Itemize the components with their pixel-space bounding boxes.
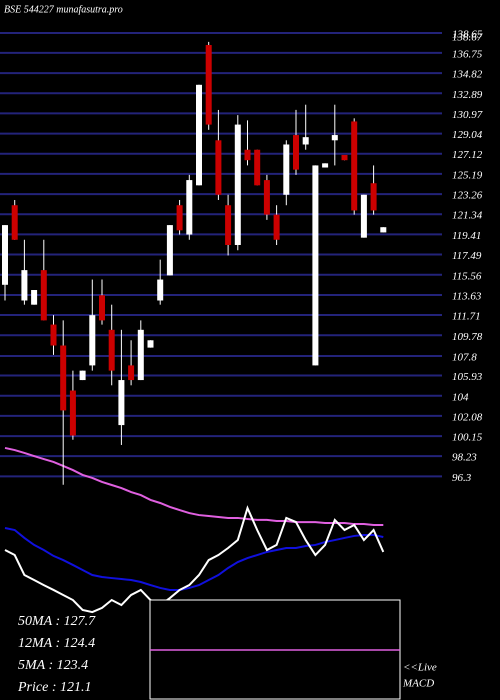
y-tick-label: 134.82 [452,69,483,81]
candle-body [263,180,270,215]
indicator-line [4,527,384,591]
candle-body [293,135,299,170]
candle-body [360,194,367,238]
candle-body [40,270,47,321]
info-label: 5MA : 123.4 [18,658,88,673]
candle-body [21,270,28,301]
y-tick-label: 107.8 [452,352,477,364]
candle-body [2,225,8,285]
y-tick-label: 123.26 [452,190,483,202]
candle-body [196,84,202,186]
candle-body [79,370,86,381]
y-tick-label: 119.41 [452,230,481,242]
y-tick-label: 104 [452,391,469,403]
candle-body [108,329,115,371]
y-tick-label: 136.75 [452,48,483,60]
y-tick-label: 102.08 [452,411,483,423]
candle-body [89,315,96,366]
y-tick-label: 109.78 [452,331,483,343]
candle-body [176,205,183,231]
candle-body [11,205,18,240]
y-tick-label: 115.56 [452,270,482,282]
candle-body [69,390,76,436]
candle-body [50,324,57,346]
candle-body [31,290,38,305]
y-tick-label: 121.34 [452,210,483,222]
candle-body [331,135,338,141]
candle-body [312,165,319,366]
y-tick-label: 132.89 [452,89,483,101]
candle-body [283,144,290,195]
candle-body [157,279,164,301]
y-tick-label: 98.23 [452,452,477,464]
candle-body [205,45,212,125]
candle-body [215,140,222,195]
candle-body [60,345,67,411]
info-label: 12MA : 124.4 [18,636,95,651]
indicator-line [4,446,384,526]
candle-body [186,180,193,235]
candle-body [254,149,261,186]
candle-body [380,227,387,233]
y-tick-label: 113.63 [452,290,482,302]
y-tick-label: 138.65 [452,29,483,41]
candle-body [351,121,358,211]
candle-body [273,214,280,240]
candle-body [118,380,125,426]
candle-body [147,340,154,348]
candle-body [128,365,135,381]
y-tick-label: 105.93 [452,371,483,383]
chart-title: BSE 544227 munafasutra.pro [4,4,123,15]
candle-body [234,124,241,245]
y-tick-label: 129.04 [452,129,483,141]
candle-body [166,225,173,276]
candle-body [302,137,309,145]
macd-label: MACD [402,678,434,690]
candle-body [341,154,348,161]
y-tick-label: 100.15 [452,432,483,444]
candle-body [322,163,329,168]
y-tick-label: 130.97 [452,109,483,121]
macd-label: <<Live [403,662,437,674]
candle-body [225,205,232,245]
high-label: 138.67 [452,31,483,43]
y-tick-label: 125.19 [452,169,483,181]
info-label: 50MA : 127.7 [18,614,96,629]
candle-body [99,295,105,321]
candle-body [370,183,377,211]
y-tick-label: 96.3 [452,472,472,484]
y-tick-label: 127.12 [452,149,483,161]
y-tick-label: 117.49 [452,250,482,262]
info-label: Price : 121.1 [17,680,91,695]
candle-body [244,149,251,161]
y-tick-label: 111.71 [452,311,481,323]
candle-body [137,329,144,381]
indicator-line [4,505,385,614]
